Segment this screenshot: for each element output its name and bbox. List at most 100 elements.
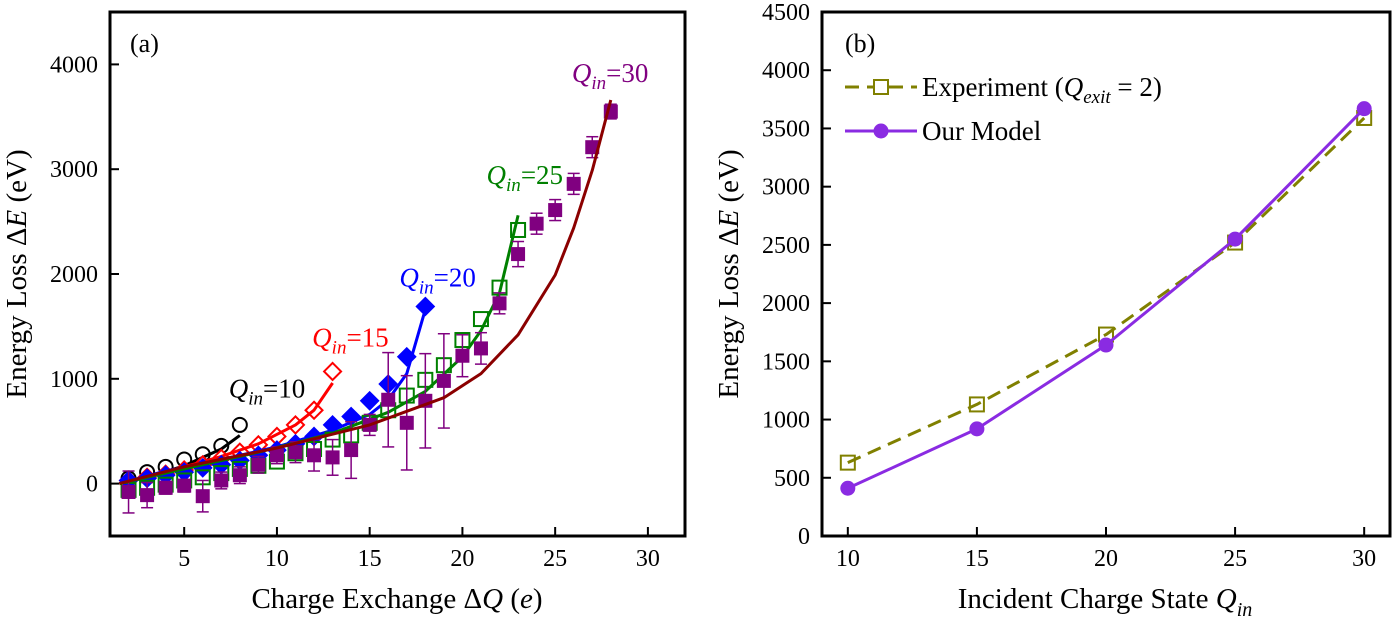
legend-model-marker: [873, 123, 889, 139]
panel-a-x-tick-label-5: 30: [636, 546, 660, 572]
panel-a-x-tick-label-4: 25: [543, 546, 567, 572]
x-axis-label-b: Incident Charge State Qin: [958, 583, 1253, 621]
panel-a-series-0-point-6: [231, 416, 248, 433]
panel-a-series-8-point-3: [177, 478, 192, 493]
panel-a-series-8-point-18: [455, 348, 470, 363]
legend-b: Experiment (Qexit = 2) Our Model: [845, 72, 1162, 146]
panel-a-curve-label-4-value: =30: [606, 58, 648, 88]
panel-a-series-8-point-19: [473, 341, 488, 356]
panel-a-curve-label-1-sub: in: [332, 337, 347, 358]
panel-a-series-8-point-23: [548, 203, 563, 218]
panel-a-series-8-point-25: [585, 140, 600, 155]
panel-a-curve-label-3: Qin=25: [487, 160, 564, 196]
panel-a-curve-label-2-sub: in: [419, 278, 434, 299]
panel-a-series-6-point-21: [510, 221, 527, 238]
panel-b-x-tick-label-2: 20: [1094, 546, 1118, 572]
panel-a-series-8-point-24: [566, 176, 581, 191]
panel-a-curve-label-1-q: Q: [312, 322, 332, 352]
legend-exp-prefix: Experiment (: [922, 72, 1064, 102]
plot-area-a: 5 10 15 20 25 3001000200030004000Qin=10Qin=15…: [50, 52, 660, 572]
legend-exp-sub: exit: [1083, 87, 1111, 108]
panel-a-series-8-point-2: [158, 480, 173, 495]
panel-b-tag: (b): [845, 29, 875, 58]
panel-b-series-1-point-3: [1227, 231, 1243, 247]
x-axis-label-a-unit: e: [520, 583, 533, 615]
panel-a-y-tick-label-2: 2000: [50, 262, 98, 288]
x-axis-label-a-q: Q: [482, 583, 503, 615]
panel-b-series-0-line: [847, 116, 1366, 464]
panel-b-series-1-point-1: [969, 421, 985, 437]
x-axis-label-a-close: ): [533, 583, 543, 615]
x-axis-label-b-main: Incident Charge State: [958, 583, 1216, 615]
x-axis-label-a: Charge Exchange ΔQ (e): [251, 583, 542, 615]
panel-a-x-tick-label-2: 15: [358, 546, 382, 572]
panel-b-y-tick-label-0: 0: [798, 524, 810, 550]
legend-exp-suffix: = 2): [1111, 72, 1162, 102]
panel-a-y-tick-label-3: 3000: [50, 157, 98, 183]
panel-b-x-tick-label-0: 10: [836, 546, 860, 572]
legend-exp-q: Q: [1064, 72, 1084, 102]
x-axis-label-a-main: Charge Exchange Δ: [251, 583, 482, 615]
y-axis-label-b: Energy Loss ΔE (eV): [713, 149, 745, 398]
panel-b-series-1-point-2: [1098, 337, 1114, 353]
panel-a-series-4-point-16: [415, 296, 436, 317]
panel-b-series-1-point-0: [840, 480, 856, 496]
panel-a-series-8-point-14: [381, 392, 396, 407]
panel-b-x-tick-label-3: 25: [1223, 546, 1247, 572]
panel-a-y-tick-label-4: 4000: [50, 52, 98, 78]
panel-a-curve-label-2-value: =20: [434, 263, 476, 293]
panel-b-y-tick-label-2: 1000: [762, 408, 810, 434]
panel-a-curve-label-0-q: Q: [229, 374, 249, 404]
panel-b-y-tick-label-9: 4500: [762, 0, 810, 26]
panel-b-series-0-point-1: [968, 396, 985, 413]
panel-a-curve-label-0: Qin=10: [229, 374, 306, 410]
y-axis-label-b-e: E: [713, 209, 745, 228]
panel-a-curve-label-3-value: =25: [521, 160, 563, 190]
panel-a-curve-label-0-value: =10: [263, 374, 305, 404]
x-axis-label-b-sub: in: [1237, 599, 1253, 621]
panel-a-series-8-point-10: [307, 448, 322, 463]
panel-a-series-2-point-11: [322, 361, 343, 382]
legend-model-text: Our Model: [922, 116, 1041, 146]
panel-a-x-tick-label-3: 20: [450, 546, 474, 572]
panel-a-series-8-point-17: [436, 373, 451, 388]
panel-a-curve-label-4-q: Q: [572, 58, 592, 88]
y-axis-label-b-main: Energy Loss Δ: [713, 227, 745, 398]
panel-a-curve-label-0-sub: in: [248, 389, 263, 410]
panel-a-series-8-point-20: [492, 296, 507, 311]
panel-a-series-4-point-13: [359, 390, 380, 411]
panel-a-curve-label-1: Qin=15: [312, 322, 389, 358]
panel-b-y-tick-label-7: 3500: [762, 116, 810, 142]
y-axis-label-a-main: Energy Loss Δ: [1, 227, 33, 398]
panel-a-series-8-point-7: [251, 457, 266, 472]
panel-a-series-8-point-15: [399, 415, 414, 430]
panel-b-x-tick-label-4: 30: [1352, 546, 1376, 572]
panel-b-y-tick-label-4: 2000: [762, 291, 810, 317]
panel-b-series-0-point-0: [839, 454, 856, 471]
panel-b-y-tick-label-5: 2500: [762, 233, 810, 259]
legend-exp-marker: [873, 79, 889, 95]
panel-a-tag: (a): [130, 29, 159, 58]
panel-a-series-8-point-1: [140, 488, 155, 503]
panel-b-series-1-line: [847, 107, 1366, 490]
panel-a-x-tick-label-1: 10: [265, 546, 289, 572]
panel-b-x-tick-label-1: 15: [965, 546, 989, 572]
panel-a-y-tick-label-1: 1000: [50, 367, 98, 393]
panel-a-series-8-point-5: [214, 473, 229, 488]
panel-a-series-8-point-0: [121, 484, 136, 499]
panel-b-y-tick-label-6: 3000: [762, 175, 810, 201]
panel-a-series-9-line: [118, 99, 613, 486]
panel-a-series-8-point-4: [195, 489, 210, 504]
panel-a-curve-label-3-sub: in: [506, 175, 521, 196]
panel-b-y-tick-label-3: 1500: [762, 349, 810, 375]
panel-a-series-8-point-8: [269, 448, 284, 463]
panel-a-curve-label-2: Qin=20: [399, 263, 476, 299]
y-axis-label-a: Energy Loss ΔE (eV): [1, 149, 33, 398]
panel-a-curve-label-3-q: Q: [487, 160, 507, 190]
panel-a-series-8-point-11: [325, 450, 340, 465]
panel-a-series-8-point-12: [344, 443, 359, 458]
panel-a-series-8-point-21: [511, 247, 526, 262]
panel-b-y-tick-label-1: 500: [774, 466, 810, 492]
